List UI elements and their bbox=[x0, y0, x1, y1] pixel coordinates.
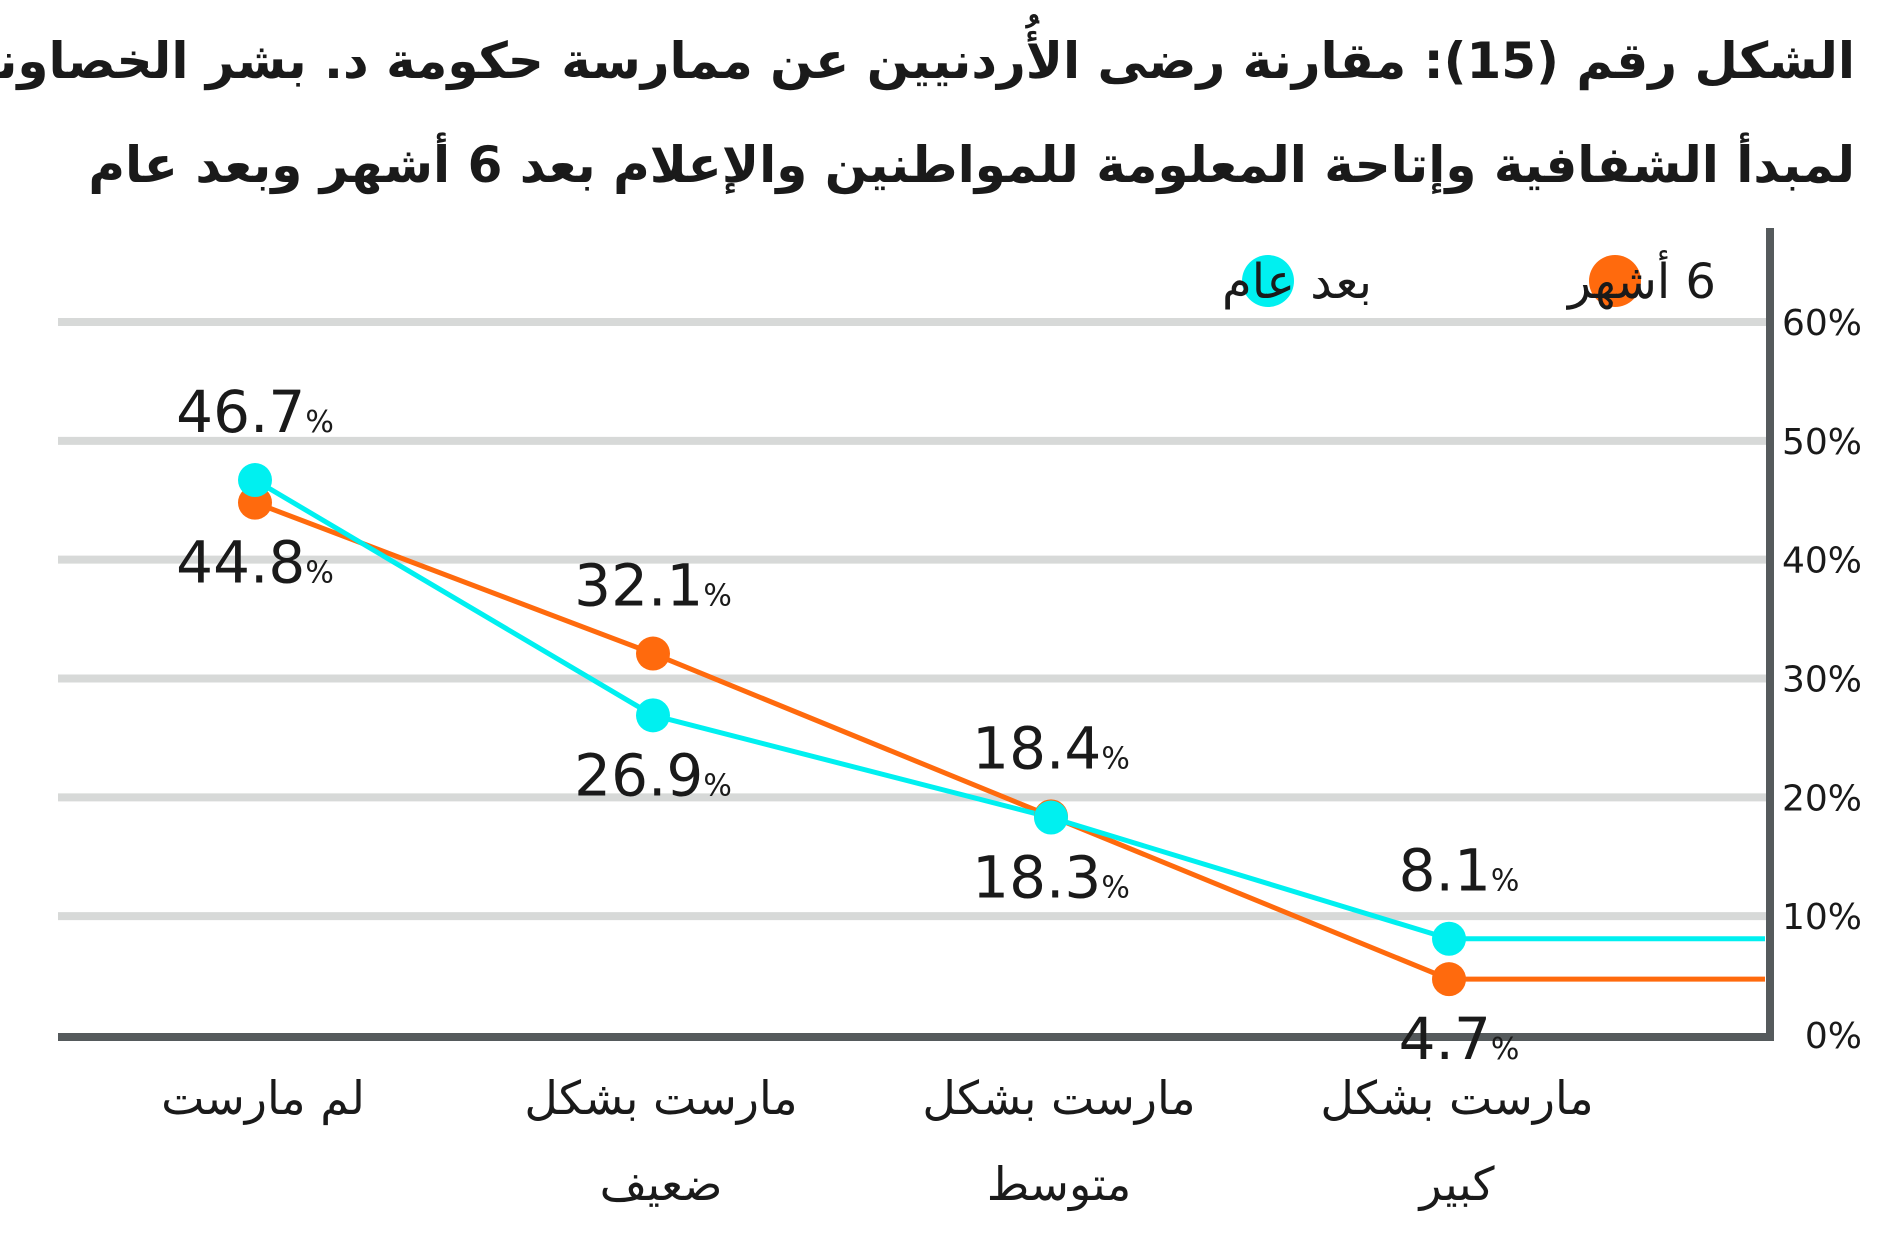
data-label-six-months-4: 4.7% bbox=[1399, 1005, 1520, 1073]
axes bbox=[58, 228, 1774, 1041]
data-label-six-months-2: 32.1% bbox=[574, 552, 732, 620]
y-tick-label-30: 30% bbox=[1782, 660, 1862, 701]
data-label-six-months-3: 18.4% bbox=[972, 714, 1130, 782]
category-label-4-line-2: كبير bbox=[1417, 1157, 1494, 1212]
data-point-six-months-2 bbox=[636, 636, 670, 671]
category-labels: لم مارست مارست بشكل ضعيف مارست بشكل متوسط مار… bbox=[161, 1071, 1594, 1212]
category-label-3-line-1: مارست بشكل bbox=[922, 1071, 1195, 1125]
data-label-one-year-1: 46.7% bbox=[176, 378, 334, 446]
y-tick-label-10: 10% bbox=[1782, 897, 1862, 938]
category-label-3-line-2: متوسط bbox=[987, 1157, 1132, 1212]
y-tick-label-60: 60% bbox=[1782, 303, 1862, 344]
y-tick-label-50: 50% bbox=[1782, 422, 1862, 463]
y-tick-label-40: 40% bbox=[1782, 541, 1862, 582]
legend-label-six-months: 6 أشهر bbox=[1566, 250, 1716, 310]
grid-lines bbox=[58, 318, 1768, 921]
chart-title-line-1: الشكل رقم (15): مقارنة رضى الأُردنيين عن… bbox=[0, 32, 1855, 90]
data-point-six-months-4 bbox=[1432, 962, 1466, 997]
data-label-one-year-4: 8.1% bbox=[1399, 837, 1520, 905]
category-label-2-line-2: ضعيف bbox=[600, 1157, 723, 1211]
legend-marker-six-months bbox=[1589, 255, 1641, 307]
data-point-one-year-4 bbox=[1432, 921, 1466, 956]
chart-title-line-2: لمبدأ الشفافية وإتاحة المعلومة للمواطنين… bbox=[88, 136, 1855, 194]
legend-marker-one-year bbox=[1242, 255, 1294, 307]
data-label-one-year-3: 18.3% bbox=[972, 844, 1130, 912]
data-labels: 44.8% 46.7% 32.1% 26.9% 18.4% 18.3% 4.7% 8.1% bbox=[176, 378, 1519, 1073]
data-label-one-year-2: 26.9% bbox=[574, 741, 732, 809]
data-label-six-months-1: 44.8% bbox=[176, 529, 334, 597]
legend: 6 أشهر بعد عام bbox=[1222, 250, 1716, 310]
data-point-one-year-3 bbox=[1034, 800, 1068, 835]
category-label-4-line-1: مارست بشكل bbox=[1320, 1071, 1593, 1125]
y-tick-label-20: 20% bbox=[1782, 778, 1862, 819]
data-points bbox=[238, 463, 1466, 997]
data-point-one-year-1 bbox=[238, 463, 272, 498]
y-tick-labels: 0% 10% 20% 30% 40% 50% 60% bbox=[1782, 303, 1862, 1057]
category-label-1-line-1: لم مارست bbox=[161, 1071, 365, 1125]
data-point-one-year-2 bbox=[636, 698, 670, 733]
category-label-2-line-1: مارست بشكل bbox=[524, 1071, 797, 1125]
y-tick-label-0: 0% bbox=[1805, 1016, 1862, 1057]
legend-label-one-year: بعد عام bbox=[1222, 254, 1372, 310]
